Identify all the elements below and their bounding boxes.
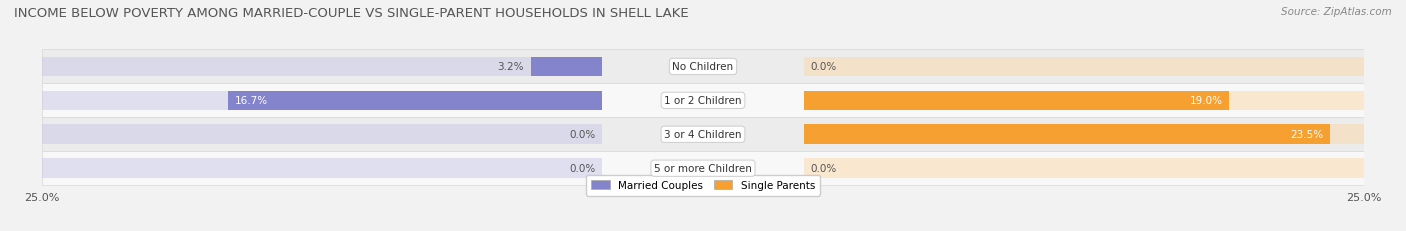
Text: 3.2%: 3.2%	[498, 62, 524, 72]
Bar	[42, 159, 602, 178]
Bar	[804, 125, 1364, 145]
Bar	[804, 159, 1364, 178]
Bar	[228, 91, 602, 111]
Text: Source: ZipAtlas.com: Source: ZipAtlas.com	[1281, 7, 1392, 17]
Bar	[42, 125, 602, 145]
Bar	[42, 91, 602, 111]
Text: 1 or 2 Children: 1 or 2 Children	[664, 96, 742, 106]
Bar	[42, 84, 1364, 118]
Text: 0.0%: 0.0%	[810, 164, 837, 173]
Text: 23.5%: 23.5%	[1291, 130, 1323, 140]
Text: 19.0%: 19.0%	[1189, 96, 1223, 106]
Text: 5 or more Children: 5 or more Children	[654, 164, 752, 173]
Bar	[42, 57, 602, 77]
Text: 16.7%: 16.7%	[235, 96, 269, 106]
Bar	[804, 57, 1364, 77]
Text: 0.0%: 0.0%	[810, 62, 837, 72]
Legend: Married Couples, Single Parents: Married Couples, Single Parents	[586, 175, 820, 196]
Bar	[804, 91, 1229, 111]
Bar	[804, 125, 1330, 145]
Text: 0.0%: 0.0%	[569, 130, 596, 140]
Bar	[42, 118, 1364, 152]
Text: 3 or 4 Children: 3 or 4 Children	[664, 130, 742, 140]
Text: No Children: No Children	[672, 62, 734, 72]
Bar	[42, 50, 1364, 84]
Bar	[530, 57, 602, 77]
Bar	[42, 152, 1364, 185]
Bar	[804, 91, 1364, 111]
Text: INCOME BELOW POVERTY AMONG MARRIED-COUPLE VS SINGLE-PARENT HOUSEHOLDS IN SHELL L: INCOME BELOW POVERTY AMONG MARRIED-COUPL…	[14, 7, 689, 20]
Text: 0.0%: 0.0%	[569, 164, 596, 173]
